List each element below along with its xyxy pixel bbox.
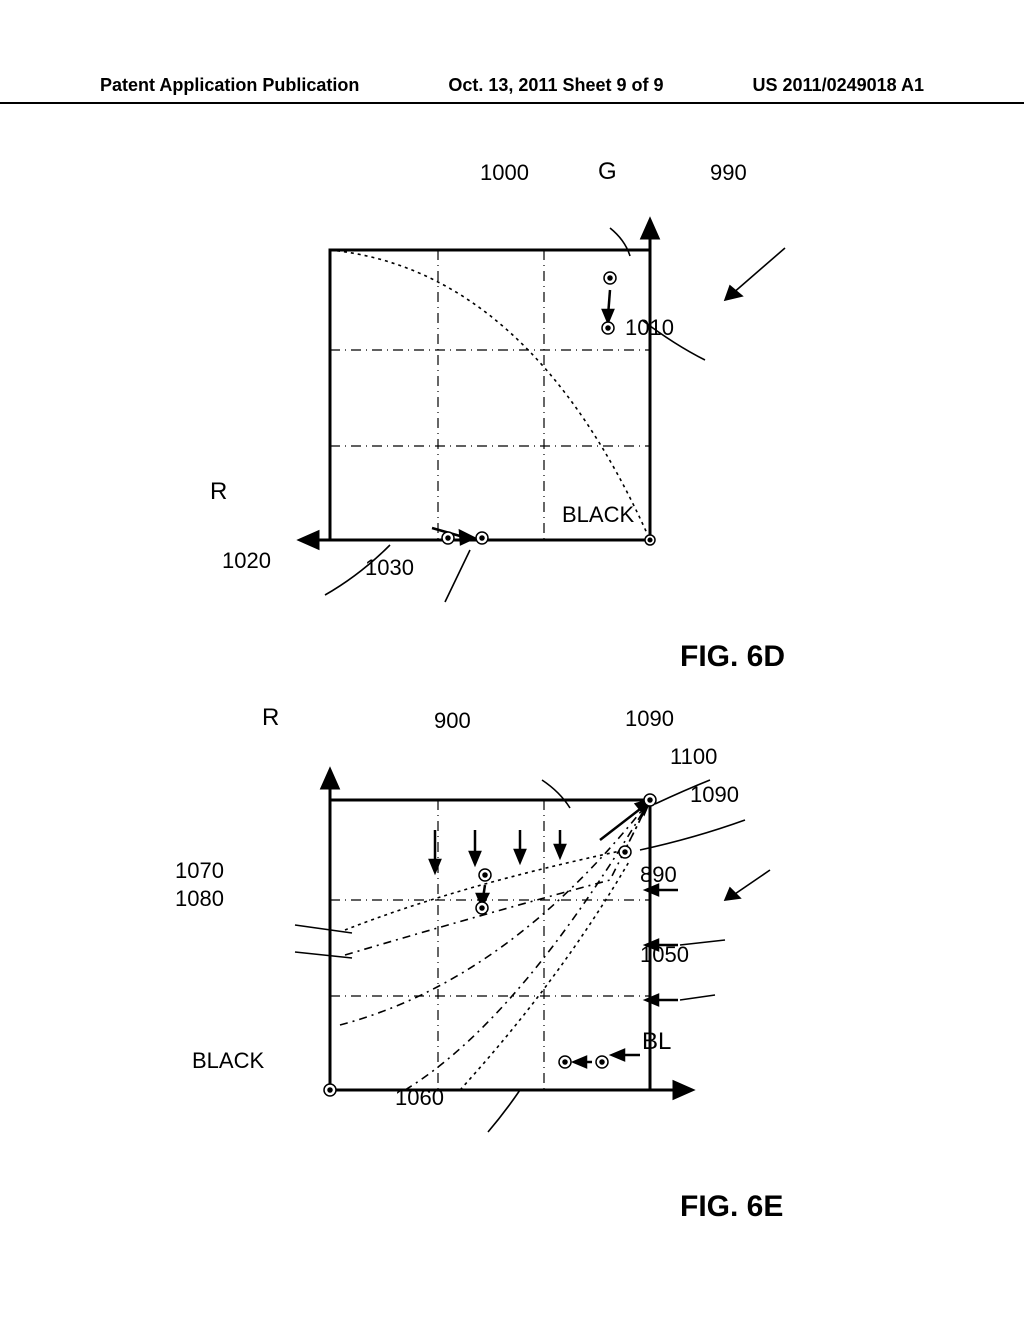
ref-890: 890 bbox=[640, 862, 677, 888]
ref-990: 990 bbox=[710, 160, 747, 186]
header-center: Oct. 13, 2011 Sheet 9 of 9 bbox=[448, 75, 663, 96]
ref-900: 900 bbox=[434, 708, 471, 734]
fig-6e-caption: FIG. 6E bbox=[680, 1190, 783, 1224]
ref-1090b: 1090 bbox=[690, 782, 739, 808]
header-right: US 2011/0249018 A1 bbox=[753, 75, 924, 96]
axis-origin-label-e: BLACK bbox=[192, 1048, 264, 1074]
ref-1080: 1080 bbox=[175, 886, 224, 912]
axis-bl-label: BL bbox=[642, 1028, 671, 1056]
fig-6e-svg bbox=[270, 750, 830, 1180]
page-header: Patent Application Publication Oct. 13, … bbox=[0, 75, 1024, 104]
fig-6d-caption: FIG. 6D bbox=[680, 640, 785, 674]
fig-6e: R BL BLACK 900 1090 1100 1090 890 1050 1… bbox=[270, 750, 830, 1180]
axis-origin-label: BLACK bbox=[562, 502, 634, 528]
fig-6d-svg bbox=[270, 200, 830, 630]
ref-1050: 1050 bbox=[640, 942, 689, 968]
ref-1070: 1070 bbox=[175, 858, 224, 884]
ref-1000: 1000 bbox=[480, 160, 529, 186]
ref-1060: 1060 bbox=[395, 1085, 444, 1111]
ref-1020: 1020 bbox=[222, 548, 271, 574]
ref-1010: 1010 bbox=[625, 315, 674, 341]
axis-r-label-e: R bbox=[262, 704, 279, 732]
ref-1100: 1100 bbox=[670, 744, 717, 770]
axis-g-label: G bbox=[598, 158, 617, 186]
ref-1090a: 1090 bbox=[625, 706, 674, 732]
axis-r-label: R bbox=[210, 478, 227, 506]
ref-1030: 1030 bbox=[365, 555, 414, 581]
header-left: Patent Application Publication bbox=[100, 75, 359, 96]
fig-6d: G R BLACK 1000 990 1010 1020 1030 bbox=[270, 200, 770, 620]
